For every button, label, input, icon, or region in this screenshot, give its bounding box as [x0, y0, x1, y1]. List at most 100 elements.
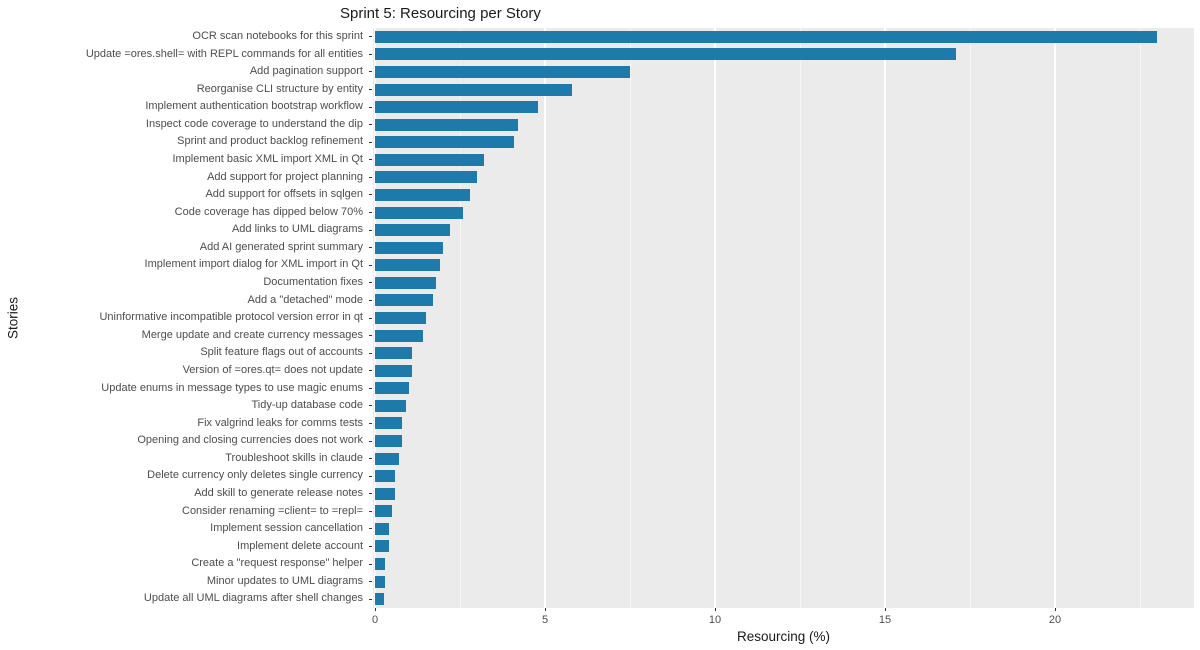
y-tick-label: Version of =ores.qt= does not update: [182, 363, 363, 376]
bar: [375, 575, 386, 588]
y-tick-label: Update all UML diagrams after shell chan…: [143, 592, 363, 605]
gridline-major-x: [714, 28, 716, 608]
y-tick-label: Implement authentication bootstrap workf…: [145, 100, 363, 113]
y-tick-label: Opening and closing currencies does not …: [137, 434, 363, 447]
y-tick-mark: [369, 475, 372, 477]
gridline-minor-x: [970, 28, 971, 608]
x-tick-mark: [375, 608, 376, 611]
bar: [375, 188, 471, 201]
x-tick-mark: [715, 608, 716, 611]
gridline-major-x: [884, 28, 886, 608]
bar: [375, 435, 403, 448]
bar: [375, 558, 386, 571]
bar: [375, 522, 389, 535]
y-tick-label: Code coverage has dipped below 70%: [174, 205, 363, 218]
x-axis: 0 5 10 15 20: [372, 608, 1194, 632]
y-tick-label: Sprint and product backlog refinement: [177, 135, 363, 148]
y-tick-mark: [369, 124, 372, 126]
bar: [375, 276, 437, 289]
y-tick-label: Add support for project planning: [207, 170, 363, 183]
bar: [375, 347, 413, 360]
y-tick-label: Consider renaming =client= to =repl=: [182, 504, 363, 517]
gridline-minor-x: [460, 28, 461, 608]
bar: [375, 382, 409, 395]
gridline-minor-x: [630, 28, 631, 608]
y-tick-mark: [369, 405, 372, 407]
y-tick-label: Add skill to generate release notes: [194, 486, 363, 499]
bar: [375, 540, 389, 553]
x-tick-label: 5: [541, 614, 549, 626]
y-tick-mark: [369, 458, 372, 460]
y-tick-mark: [369, 159, 372, 161]
x-tick-label: 10: [708, 614, 722, 626]
x-tick-mark: [545, 608, 546, 611]
y-tick-mark: [369, 176, 372, 178]
y-tick-mark: [369, 545, 372, 547]
bar: [375, 136, 515, 149]
y-tick-label: Add pagination support: [249, 65, 363, 78]
bar: [375, 171, 477, 184]
y-tick-mark: [369, 352, 372, 354]
y-tick-mark: [369, 71, 372, 73]
y-tick-mark: [369, 299, 372, 301]
y-tick-label: Implement import dialog for XML import i…: [144, 258, 363, 271]
y-tick-mark: [369, 89, 372, 90]
bar: [375, 206, 464, 219]
y-tick-mark: [369, 422, 372, 424]
bar: [375, 101, 539, 114]
y-tick-label: Minor updates to UML diagrams: [206, 574, 363, 587]
y-tick-mark: [369, 563, 372, 565]
y-tick-label: Implement delete account: [237, 539, 363, 552]
y-tick-label: Merge update and create currency message…: [141, 328, 363, 341]
y-tick-mark: [369, 36, 372, 38]
y-tick-mark: [369, 510, 372, 512]
y-tick-mark: [369, 493, 372, 495]
gridline-minor-x: [800, 28, 801, 608]
y-tick-label: OCR scan notebooks for this sprint: [192, 30, 363, 42]
x-axis-title: Resourcing (%): [736, 629, 831, 644]
x-tick-mark: [1055, 608, 1056, 611]
plot-panel: [373, 28, 1194, 608]
y-tick-mark: [369, 53, 372, 55]
bar: [375, 153, 484, 166]
bar: [375, 505, 392, 518]
x-tick-label: 15: [878, 614, 892, 626]
bar: [375, 294, 433, 307]
y-tick-mark: [369, 194, 372, 196]
y-tick-mark: [369, 440, 372, 442]
bar: [375, 417, 403, 430]
y-tick-label: Update enums in message types to use mag…: [101, 381, 363, 394]
bar: [375, 259, 440, 272]
bar: [375, 470, 396, 483]
y-tick-label: Implement session cancellation: [210, 522, 363, 535]
y-tick-label: Split feature flags out of accounts: [200, 346, 363, 359]
x-tick-mark: [885, 608, 886, 611]
y-tick-mark: [369, 581, 372, 583]
gridline-minor-x: [1140, 28, 1141, 608]
y-tick-label: Add links to UML diagrams: [231, 223, 363, 236]
y-tick-mark: [369, 387, 372, 389]
bar: [375, 224, 450, 237]
y-tick-label: Add a "detached" mode: [247, 293, 363, 306]
gridline-major-x: [1054, 28, 1056, 608]
bar: [375, 118, 518, 131]
chart-title: Sprint 5: Resourcing per Story: [340, 5, 541, 22]
y-tick-mark: [369, 264, 372, 266]
y-tick-label: Fix valgrind leaks for comms tests: [197, 416, 363, 429]
y-tick-label: Tidy-up database code: [251, 399, 364, 412]
bar: [375, 48, 957, 61]
bar: [375, 452, 399, 465]
y-tick-mark: [369, 106, 372, 108]
bar: [375, 593, 384, 606]
y-tick-mark: [369, 528, 372, 530]
y-tick-mark: [369, 317, 372, 319]
y-tick-mark: [369, 141, 372, 143]
bar: [375, 329, 423, 342]
x-tick-label: 20: [1048, 614, 1062, 626]
y-tick-label: Troubleshoot skills in claude: [225, 451, 363, 464]
y-tick-mark: [369, 282, 372, 284]
y-tick-mark: [369, 212, 372, 214]
y-tick-mark: [369, 229, 372, 231]
y-tick-mark: [369, 598, 372, 600]
